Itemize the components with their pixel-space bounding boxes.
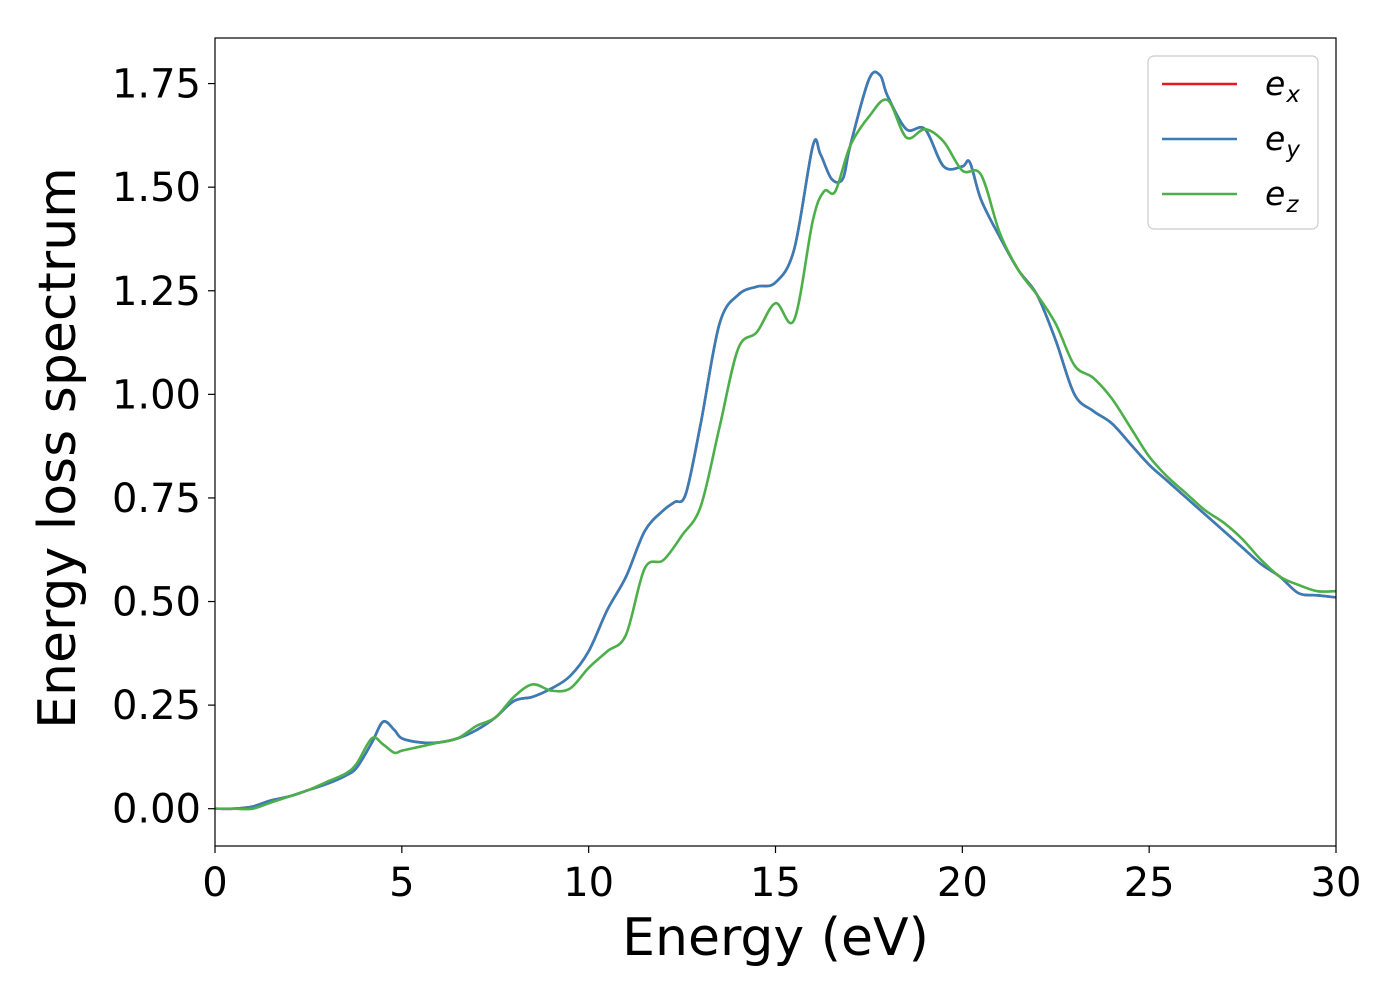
y-axis-label: Energy loss spectrum xyxy=(28,167,88,729)
y-tick-label: 1.25 xyxy=(112,269,201,315)
x-tick-label: 30 xyxy=(1311,860,1362,906)
legend-box xyxy=(1147,55,1319,230)
y-tick-label: 0.75 xyxy=(112,476,201,522)
x-tick-label: 10 xyxy=(563,860,614,906)
x-tick-label: 15 xyxy=(750,860,801,906)
y-tick-label: 0.50 xyxy=(112,580,201,626)
y-axis-ticks: 0.00 0.25 0.50 0.75 1.00 1.25 1.50 1.75 xyxy=(112,62,215,833)
legend-label: ez xyxy=(1265,174,1299,218)
y-tick-label: 1.50 xyxy=(112,165,201,211)
x-axis-label: Energy (eV) xyxy=(622,908,929,968)
series-line-y xyxy=(215,70,1336,811)
y-tick-label: 1.00 xyxy=(112,372,201,418)
x-tick-label: 5 xyxy=(389,860,414,906)
x-tick-label: 25 xyxy=(1124,860,1175,906)
series-lines xyxy=(215,70,1336,811)
series-line-z xyxy=(215,98,1336,811)
x-axis-ticks: 0 5 10 15 20 25 30 xyxy=(202,846,1361,906)
x-tick-label: 0 xyxy=(202,860,227,906)
y-tick-label: 0.00 xyxy=(112,787,201,833)
y-tick-label: 1.75 xyxy=(112,62,201,108)
legend-entry-z: ez xyxy=(1162,174,1299,218)
x-tick-label: 20 xyxy=(937,860,988,906)
y-tick-label: 0.25 xyxy=(112,683,201,729)
